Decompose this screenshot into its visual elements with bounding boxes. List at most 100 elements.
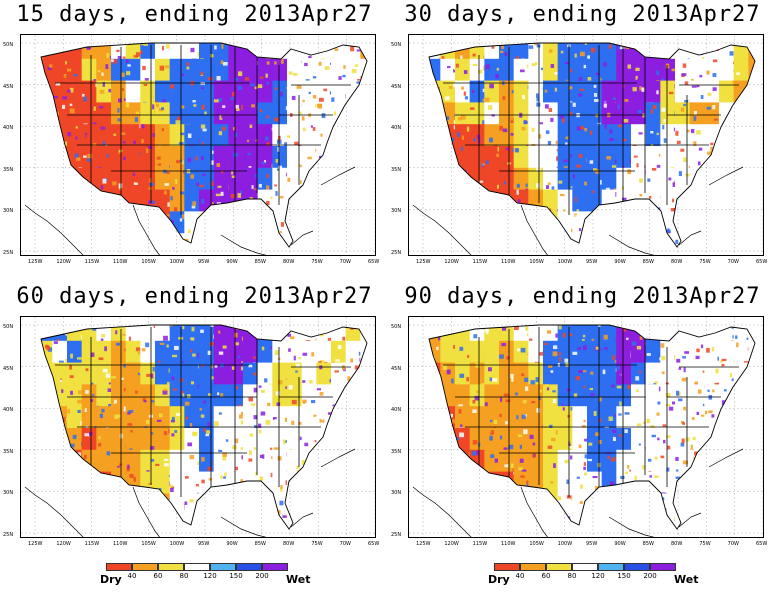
precip-cell xyxy=(360,189,367,212)
precip-speckle xyxy=(272,239,277,243)
precip-speckle xyxy=(714,337,718,340)
precip-speckle xyxy=(106,154,109,158)
precip-speckle xyxy=(583,345,587,350)
precip-speckle xyxy=(105,64,109,70)
precip-speckle xyxy=(97,491,103,496)
precip-speckle xyxy=(446,116,450,120)
precip-speckle xyxy=(237,85,242,90)
precip-cell xyxy=(675,102,691,125)
colorbar-swatch xyxy=(546,563,572,571)
precip-speckle xyxy=(337,528,341,529)
precip-speckle xyxy=(657,53,663,59)
longitude-label: 105W xyxy=(141,541,156,547)
precip-cell xyxy=(96,362,112,385)
precip-speckle xyxy=(170,487,174,493)
precip-cell xyxy=(543,406,559,429)
precip-speckle xyxy=(129,473,134,478)
precip-speckle xyxy=(340,482,344,485)
precip-cell xyxy=(316,43,332,60)
precip-speckle xyxy=(583,244,589,247)
precip-speckle xyxy=(564,459,569,464)
precip-cell xyxy=(645,43,661,60)
precip-speckle xyxy=(308,55,312,59)
precip-speckle xyxy=(552,345,558,350)
precip-speckle xyxy=(489,137,493,143)
precip-cell xyxy=(316,189,332,212)
precip-speckle xyxy=(316,388,322,391)
precip-cell xyxy=(41,167,53,191)
precip-cell xyxy=(528,449,544,473)
precip-cell xyxy=(140,124,156,147)
precip-speckle xyxy=(558,351,561,356)
precip-speckle xyxy=(268,512,273,517)
precip-speckle xyxy=(369,340,371,344)
precip-speckle xyxy=(457,437,460,441)
precip-cell xyxy=(213,362,229,385)
precip-cell xyxy=(733,102,749,125)
precip-cell xyxy=(41,406,53,429)
precip-speckle xyxy=(167,519,172,522)
precip-cell xyxy=(660,189,676,212)
precip-speckle xyxy=(75,195,79,200)
precip-speckle xyxy=(149,182,155,186)
precip-speckle xyxy=(174,99,180,103)
precip-cell xyxy=(645,340,661,364)
precip-speckle xyxy=(306,428,311,432)
precip-speckle xyxy=(331,139,335,143)
precip-speckle xyxy=(418,509,420,513)
precip-speckle xyxy=(538,396,541,401)
latitude-label: 50N xyxy=(3,42,14,48)
precip-cell xyxy=(316,515,332,529)
precip-speckle xyxy=(135,390,138,394)
precip-speckle xyxy=(668,158,672,164)
precip-cell xyxy=(125,80,141,103)
longitude-label: 80W xyxy=(671,541,683,547)
precip-speckle xyxy=(510,517,515,523)
precip-cell xyxy=(689,406,705,429)
precip-speckle xyxy=(697,389,702,394)
precip-speckle xyxy=(100,126,106,130)
precip-speckle xyxy=(729,132,735,136)
precip-speckle xyxy=(222,345,227,349)
precip-speckle xyxy=(523,429,528,435)
precip-cell xyxy=(660,167,676,191)
precip-speckle xyxy=(31,86,34,89)
precip-speckle xyxy=(268,503,274,507)
coastline xyxy=(290,230,314,246)
precip-speckle xyxy=(257,329,262,332)
precip-speckle xyxy=(34,91,37,95)
precip-speckle xyxy=(270,346,274,349)
precip-speckle xyxy=(683,103,686,107)
precip-speckle xyxy=(229,490,233,495)
longitude-label: 105W xyxy=(141,259,156,265)
precip-speckle xyxy=(417,113,422,118)
precip-speckle xyxy=(579,497,584,502)
precip-speckle xyxy=(429,348,430,353)
precip-speckle xyxy=(212,150,216,154)
precip-speckle xyxy=(681,377,687,382)
precip-speckle xyxy=(595,113,598,118)
precip-speckle xyxy=(712,474,715,478)
precip-speckle xyxy=(374,75,376,78)
precip-speckle xyxy=(304,442,309,447)
precip-cell xyxy=(360,80,367,103)
precip-cell xyxy=(41,493,53,516)
precip-speckle xyxy=(434,161,437,164)
precip-speckle xyxy=(287,177,291,182)
precip-speckle xyxy=(576,164,581,168)
precip-speckle xyxy=(517,348,520,352)
precip-cell xyxy=(704,471,720,494)
precip-speckle xyxy=(538,229,542,232)
precip-speckle xyxy=(25,427,30,431)
precip-cell xyxy=(111,449,127,473)
precip-speckle xyxy=(153,496,159,499)
precip-speckle xyxy=(323,127,328,131)
precip-speckle xyxy=(619,401,622,406)
coastline xyxy=(220,516,267,537)
precip-speckle xyxy=(350,46,355,52)
precip-cell xyxy=(499,428,515,451)
precip-speckle xyxy=(36,468,38,471)
precip-speckle xyxy=(609,138,614,141)
precip-cell xyxy=(213,102,229,125)
precip-cell xyxy=(125,384,141,407)
